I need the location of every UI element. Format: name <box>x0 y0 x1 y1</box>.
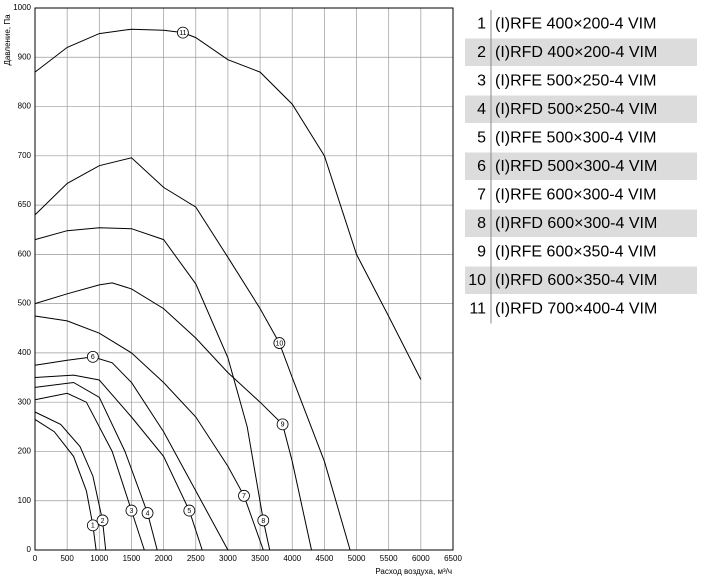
curve-label: 10 <box>275 340 283 347</box>
plot-frame <box>34 7 454 551</box>
y-tick-label: 0 <box>27 545 32 554</box>
legend-name: (I)RFE 600×350-4 VIM <box>495 243 656 260</box>
x-tick-label: 3500 <box>251 554 269 563</box>
curve-label-circle <box>125 504 138 517</box>
legend-number: 11 <box>469 300 486 317</box>
curve-label-circle <box>257 514 270 527</box>
legend-row-bg <box>465 266 697 294</box>
x-tick-label: 2500 <box>187 554 205 563</box>
x-tick-label: 500 <box>60 554 74 563</box>
legend-row-bg <box>465 152 697 180</box>
legend-row-bg <box>465 38 697 66</box>
curve-label: 3 <box>130 508 134 515</box>
legend-number: 4 <box>477 101 486 118</box>
curve <box>34 28 422 380</box>
x-tick-label: 5500 <box>380 554 398 563</box>
curve-label: 5 <box>187 508 191 515</box>
curve-label-circle <box>276 418 289 431</box>
curve <box>34 392 145 551</box>
legend-name: (I)RFE 600×300-4 VIM <box>495 186 656 203</box>
legend-name: (I)RFD 600×300-4 VIM <box>495 215 657 232</box>
legend-number: 9 <box>477 243 486 260</box>
curve-label: 7 <box>242 493 246 500</box>
y-tick-label: 650 <box>18 200 32 209</box>
curve <box>34 227 271 551</box>
curve-label-circle <box>141 507 154 519</box>
x-tick-label: 4000 <box>283 554 301 563</box>
curve-label: 6 <box>91 354 95 361</box>
curve-label: 1 <box>91 523 95 530</box>
legend-row-bg <box>465 209 697 237</box>
curve-label: 4 <box>146 510 150 517</box>
y-tick-label: 800 <box>18 102 32 111</box>
y-tick-label: 300 <box>18 397 32 406</box>
x-tick-label: 2000 <box>155 554 173 563</box>
curve-label-circle <box>183 504 196 517</box>
y-tick-label: 200 <box>18 447 32 456</box>
x-tick-label: 0 <box>33 554 38 563</box>
curve-label: 2 <box>101 518 105 525</box>
legend-number: 10 <box>468 272 486 289</box>
legend-row-bg <box>465 95 697 123</box>
curve <box>34 381 158 551</box>
y-tick-label: 1000 <box>13 3 31 12</box>
legend-number: 8 <box>477 215 486 232</box>
legend-name: (I)RFE 500×250-4 VIM <box>495 72 656 89</box>
x-tick-label: 6500 <box>444 554 462 563</box>
legend-number: 6 <box>477 158 486 175</box>
y-axis-title: Давление, Па <box>3 14 12 66</box>
curve <box>34 157 351 551</box>
curve-label-circle <box>86 350 99 363</box>
x-tick-label: 1500 <box>123 554 141 563</box>
legend-number: 3 <box>477 72 486 89</box>
curve <box>34 356 229 551</box>
legend-name: (I)RFD 400×200-4 VIM <box>495 44 657 61</box>
curve <box>34 418 97 551</box>
curve-label-circle <box>177 26 189 39</box>
y-tick-label: 900 <box>18 52 32 61</box>
legend-name: (I)RFD 700×400-4 VIM <box>495 300 657 317</box>
curve-label-circle <box>86 519 99 532</box>
y-tick-label: 100 <box>18 496 32 505</box>
legend-name: (I)RFD 500×250-4 VIM <box>495 101 657 118</box>
legend-number: 1 <box>477 15 486 32</box>
curve-label: 11 <box>179 30 186 37</box>
curve-label: 9 <box>281 422 285 429</box>
curve <box>34 282 312 551</box>
legend-name: (I)RFD 500×300-4 VIM <box>495 158 657 175</box>
y-tick-label: 400 <box>18 348 32 357</box>
curve-label-circle <box>238 489 250 502</box>
legend-name: (I)RFE 500×300-4 VIM <box>495 129 656 146</box>
curve <box>34 315 264 551</box>
x-tick-label: 3000 <box>219 554 237 563</box>
legend-number: 7 <box>477 186 486 203</box>
y-tick-label: 700 <box>18 151 32 160</box>
legend-number: 2 <box>477 44 486 61</box>
x-tick-label: 6000 <box>412 554 430 563</box>
legend-name: (I)RFE 400×200-4 VIM <box>495 15 656 32</box>
x-axis-title: Расход воздуха, м³/ч <box>375 567 452 576</box>
x-tick-label: 5000 <box>348 554 366 563</box>
curve-label: 8 <box>261 518 265 525</box>
curve <box>34 374 203 551</box>
x-tick-label: 4500 <box>315 554 333 563</box>
curve-label-circle <box>96 514 109 527</box>
y-tick-label: 600 <box>18 249 32 258</box>
y-tick-label: 500 <box>18 299 32 308</box>
legend-name: (I)RFD 600×350-4 VIM <box>495 272 657 289</box>
legend-number: 5 <box>477 129 486 146</box>
x-tick-label: 1000 <box>90 554 108 563</box>
curve-label-circle <box>273 337 286 349</box>
